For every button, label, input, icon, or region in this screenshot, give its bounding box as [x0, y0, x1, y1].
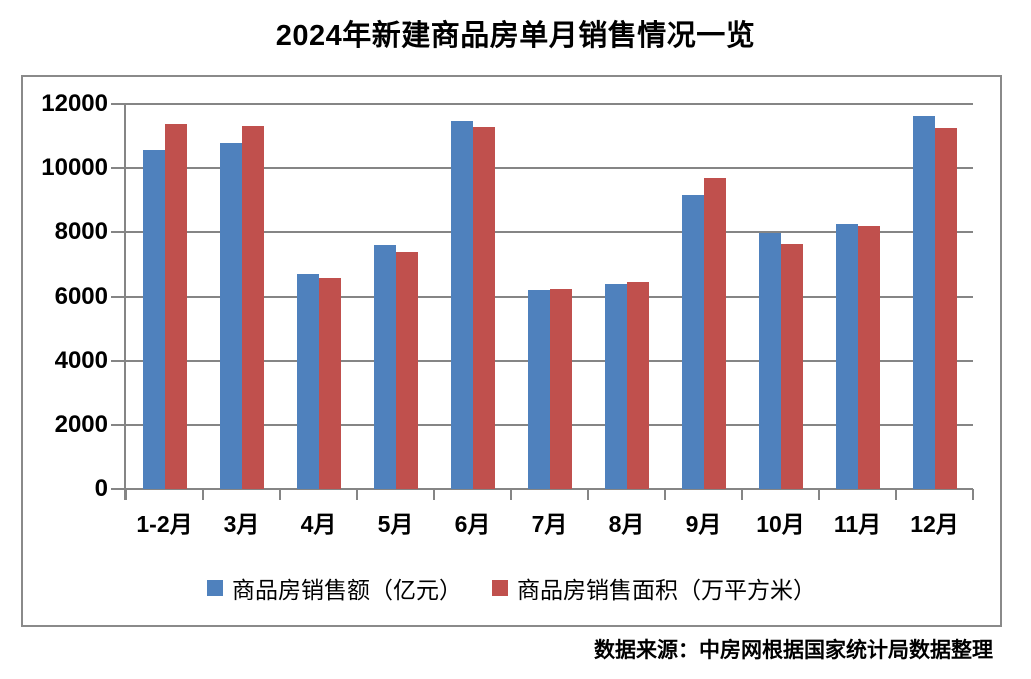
bar-sales-area [857, 226, 880, 489]
y-tick [111, 167, 126, 170]
y-tick [111, 231, 126, 234]
bar-sales-amount [758, 233, 781, 489]
y-tick [111, 423, 126, 426]
legend-label: 商品房销售额（亿元） [232, 577, 462, 603]
x-tick-label: 1-2月 [136, 511, 193, 537]
legend: 商品房销售额（亿元） 商品房销售面积（万平方米） [23, 571, 1000, 605]
x-tick [202, 489, 204, 500]
x-tick [125, 489, 127, 500]
gridline [126, 231, 973, 234]
y-tick-label: 8000 [54, 218, 108, 246]
x-tick-label: 8月 [608, 511, 645, 537]
x-tick-label: 5月 [377, 511, 414, 537]
bar-sales-amount [527, 290, 550, 489]
y-tick-label: 2000 [54, 410, 108, 438]
bar-sales-amount [604, 283, 627, 489]
legend-swatch-icon [492, 580, 508, 596]
x-tick [895, 489, 897, 500]
gridline [126, 167, 973, 170]
y-tick-label: 10000 [41, 154, 108, 182]
x-tick [356, 489, 358, 500]
bar-sales-area [934, 127, 957, 489]
y-tick [111, 359, 126, 362]
x-tick [587, 489, 589, 500]
bar-sales-area [164, 124, 187, 489]
y-tick-label: 0 [94, 475, 108, 502]
x-tick-label: 4月 [300, 511, 337, 537]
y-tick-label: 4000 [54, 346, 108, 374]
bar-sales-area [549, 289, 572, 489]
bar-sales-area [395, 251, 418, 489]
gridline [126, 103, 973, 105]
bar-sales-amount [296, 273, 319, 489]
x-tick [279, 489, 281, 500]
x-tick-label: 11月 [833, 511, 882, 537]
bar-sales-area [780, 243, 803, 489]
y-axis-line [124, 104, 126, 500]
chart-frame: 商品房销售额（亿元） 商品房销售面积（万平方米） 0 2000 4000 6000 800… [21, 75, 1002, 627]
x-tick-label: 6月 [454, 511, 491, 537]
bar-sales-area [703, 178, 726, 489]
x-tick-label: 3月 [223, 511, 260, 537]
x-tick [972, 489, 974, 500]
bar-sales-area [241, 126, 264, 489]
legend-item-sales-area: 商品房销售面积（万平方米） [492, 571, 816, 605]
x-tick [510, 489, 512, 500]
bar-sales-amount [681, 195, 704, 489]
chart-title: 2024年新建商品房单月销售情况一览 [275, 20, 756, 52]
y-tick [111, 295, 126, 298]
legend-label: 商品房销售面积（万平方米） [517, 577, 816, 603]
bar-sales-area [318, 277, 341, 489]
legend-swatch-icon [207, 580, 223, 596]
bar-sales-amount [450, 121, 473, 489]
x-tick [818, 489, 820, 500]
x-tick-label: 10月 [756, 511, 805, 537]
x-tick [433, 489, 435, 500]
data-source-note: 数据来源：中房网根据国家统计局数据整理 [594, 639, 993, 662]
x-tick-label: 7月 [531, 511, 568, 537]
x-tick [664, 489, 666, 500]
bar-sales-amount [912, 116, 935, 489]
bar-sales-area [626, 281, 649, 489]
x-tick [741, 489, 743, 500]
bar-sales-area [472, 127, 495, 489]
x-tick-label: 9月 [685, 511, 722, 537]
y-tick [111, 488, 126, 490]
bar-sales-amount [219, 142, 242, 489]
gridline [126, 488, 973, 490]
y-tick-label: 12000 [41, 90, 108, 117]
x-tick-label: 12月 [910, 511, 959, 537]
legend-item-sales-amount: 商品房销售额（亿元） [207, 571, 462, 605]
bar-sales-amount [142, 150, 165, 489]
y-tick [111, 103, 126, 105]
bar-sales-amount [373, 245, 396, 489]
bar-sales-amount [835, 223, 858, 489]
y-tick-label: 6000 [54, 282, 108, 310]
